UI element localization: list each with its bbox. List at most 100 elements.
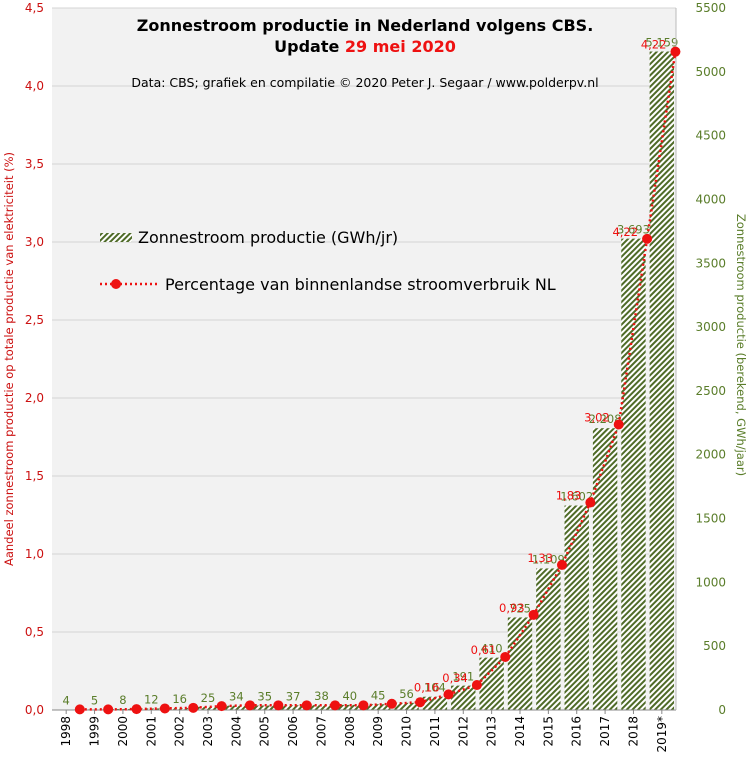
chart-title-line2: Update 29 mei 2020 (274, 37, 456, 56)
bar (394, 702, 419, 710)
bar (195, 706, 221, 710)
percentage-marker (500, 651, 511, 662)
left-axis-tick: 0,0 (25, 703, 44, 717)
percentage-marker (103, 704, 114, 715)
right-axis-tick: 0 (718, 703, 726, 717)
left-axis-tick: 3,5 (25, 157, 44, 171)
right-axis-tick: 5500 (695, 1, 726, 15)
bar (479, 657, 504, 710)
left-axis-tick: 4,0 (25, 79, 44, 93)
bar-value-label: 12 (144, 692, 159, 706)
bar-value-label: 725 (509, 601, 531, 615)
percentage-marker (585, 497, 596, 508)
bar (167, 707, 192, 710)
percentage-marker (443, 689, 454, 700)
bar (422, 696, 448, 710)
bar-value-label: 5 (91, 693, 98, 707)
percentage-label: 1,33 (527, 551, 553, 565)
x-tick-label: 1999 (88, 716, 102, 747)
bar-value-label: 3.693 (617, 223, 650, 237)
x-tick-label: 2003 (201, 716, 215, 747)
bar (592, 428, 618, 710)
bar (280, 705, 306, 710)
percentage-label: 0,61 (471, 643, 497, 657)
percentage-marker (74, 704, 85, 715)
x-tick-label: 2018 (626, 716, 640, 747)
bar-value-label: 35 (257, 690, 272, 704)
bar-value-label: 8 (119, 693, 126, 707)
legend-bar-swatch (100, 233, 132, 242)
x-tick-label: 2001 (144, 716, 158, 747)
x-tick-label: 2011 (428, 716, 442, 747)
bar (564, 505, 589, 710)
bar (365, 704, 391, 710)
percentage-marker (216, 701, 227, 712)
percentage-marker (386, 698, 397, 709)
chart-title-update: Update (274, 37, 339, 56)
x-tick-label: 2005 (258, 716, 272, 747)
x-tick-label: 2012 (456, 716, 470, 747)
percentage-marker (670, 46, 681, 57)
bar-value-label: 45 (371, 688, 386, 702)
legend-line-marker (111, 279, 121, 289)
percentage-label: 4,22 (641, 38, 667, 52)
percentage-marker (131, 704, 142, 715)
percentage-label: 3,02 (584, 411, 610, 425)
percentage-marker (471, 680, 482, 691)
bar (224, 705, 249, 710)
chart-title-line1: Zonnestroom productie in Nederland volge… (137, 16, 594, 35)
x-tick-label: 2019* (655, 716, 669, 753)
x-tick-label: 2002 (173, 716, 187, 747)
percentage-label: 0,34 (442, 671, 468, 685)
bar-value-label: 104 (424, 681, 446, 695)
bar-value-label: 25 (201, 691, 216, 705)
right-axis-tick: 4500 (695, 129, 726, 143)
left-axis-label: Aandeel zonnestroom productie op totale … (2, 152, 16, 566)
bar (252, 705, 277, 710)
percentage-marker (244, 700, 255, 711)
percentage-label: 0,16 (414, 680, 440, 694)
left-axis-tick: 0,5 (25, 625, 44, 639)
right-axis-tick: 3500 (695, 256, 726, 270)
right-axis-tick: 5000 (695, 65, 726, 79)
x-tick-label: 1998 (59, 716, 73, 747)
bar-value-label: 1.602 (560, 490, 593, 504)
x-tick-label: 2004 (229, 716, 243, 747)
chart-title-date: 29 mei 2020 (345, 37, 456, 56)
bar (649, 51, 675, 711)
left-axis-tick: 2,5 (25, 313, 44, 327)
legend-line-label: Percentage van binnenlandse stroomverbru… (165, 275, 556, 294)
percentage-marker (556, 559, 567, 570)
x-tick-label: 2008 (343, 716, 357, 747)
x-tick-label: 2015 (541, 716, 555, 747)
bar (337, 704, 363, 710)
bar-value-label: 5.159 (645, 36, 678, 50)
percentage-label: 4,22 (612, 225, 638, 239)
left-axis-tick: 3,0 (25, 235, 44, 249)
x-tick-label: 2010 (400, 716, 414, 747)
bar (110, 708, 136, 710)
percentage-marker (528, 609, 539, 620)
left-axis-tick: 1,5 (25, 469, 44, 483)
bar (309, 705, 334, 710)
left-axis-tick: 2,0 (25, 391, 44, 405)
percentage-marker (642, 233, 653, 244)
bar-value-label: 16 (172, 692, 187, 706)
left-axis-tick: 4,5 (25, 1, 44, 15)
percentage-marker (188, 702, 199, 713)
percentage-marker (358, 700, 369, 711)
bar-value-label: 40 (342, 689, 357, 703)
bar-value-label: 191 (452, 670, 474, 684)
right-axis-tick: 1000 (695, 575, 726, 589)
left-axis-tick: 1,0 (25, 547, 44, 561)
chart-subtitle: Data: CBS; grafiek en compilatie © 2020 … (131, 75, 598, 90)
x-tick-label: 2017 (598, 716, 612, 747)
percentage-label: 0,93 (499, 601, 525, 615)
bar (507, 617, 533, 710)
percentage-marker (159, 703, 170, 714)
right-axis-tick: 500 (703, 639, 726, 653)
bar-value-label: 34 (229, 690, 244, 704)
percentage-label: 1,83 (556, 489, 582, 503)
bar-value-label: 410 (481, 642, 503, 656)
